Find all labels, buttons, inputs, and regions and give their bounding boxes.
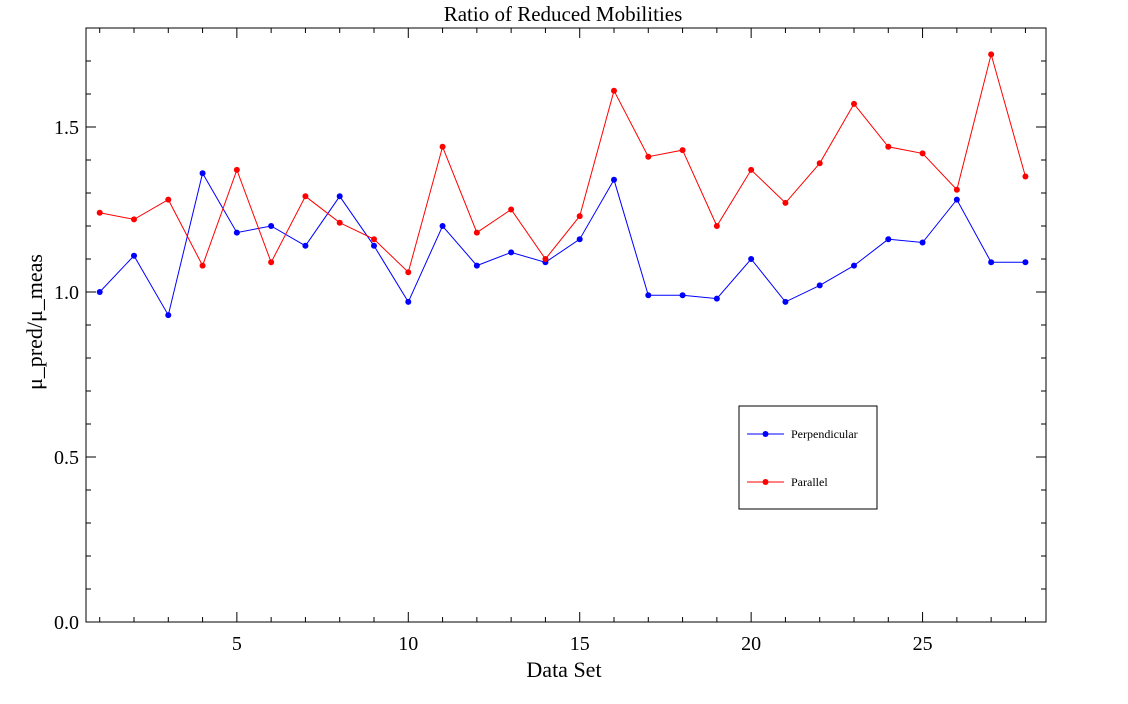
data-point-parallel: [165, 196, 172, 203]
x-tick-label: 5: [232, 633, 242, 655]
legend-label-perpendicular: Perpendicular: [791, 427, 858, 441]
y-axis-title: μ_pred/μ_meas: [22, 254, 47, 390]
legend: Perpendicular Parallel: [738, 405, 878, 510]
y-tick-label: 1.5: [54, 117, 79, 139]
legend-box: [738, 405, 878, 510]
data-point-parallel: [953, 186, 960, 193]
data-point-perpendicular: [302, 242, 309, 249]
data-point-perpendicular: [96, 289, 103, 295]
data-point-parallel: [268, 259, 275, 266]
data-point-perpendicular: [336, 193, 343, 200]
data-point-parallel: [611, 87, 617, 94]
data-point-parallel: [885, 143, 892, 150]
x-tick-label: 10: [398, 633, 418, 655]
data-point-parallel: [679, 147, 686, 154]
data-point-perpendicular: [439, 223, 446, 229]
axis-tick-labels: 5 10 15 20 25 0.0 0.5 1.0 1.5: [54, 117, 933, 655]
data-point-perpendicular: [919, 239, 926, 246]
data-point-parallel: [405, 269, 412, 276]
data-point-parallel: [782, 199, 789, 206]
series-line-parallel: [99, 52, 1026, 274]
data-point-parallel: [919, 150, 926, 157]
x-tick-label: 25: [913, 633, 933, 655]
x-tick-label: 20: [741, 633, 761, 655]
plot-frame: [85, 27, 1047, 623]
data-point-perpendicular: [1022, 259, 1029, 266]
legend-label-parallel: Parallel: [791, 475, 828, 489]
data-point-parallel: [302, 193, 309, 200]
data-point-perpendicular: [713, 295, 720, 302]
legend-marker-parallel: [762, 479, 769, 485]
data-point-perpendicular: [645, 292, 652, 299]
data-point-parallel: [816, 160, 823, 167]
y-tick-label: 0.5: [54, 447, 79, 469]
data-point-perpendicular: [611, 176, 617, 183]
data-point-parallel: [1022, 173, 1029, 180]
series-line-perpendicular: [99, 171, 1026, 317]
series-group: [96, 51, 1029, 319]
data-point-perpendicular: [473, 262, 480, 269]
chart-title: Ratio of Reduced Mobilities: [444, 2, 683, 26]
data-point-perpendicular: [268, 223, 275, 229]
data-point-parallel: [748, 166, 755, 173]
y-tick-label: 1.0: [54, 282, 79, 304]
y-tick-label: 0.0: [54, 612, 79, 634]
x-axis-title: Data Set: [526, 657, 601, 682]
data-point-perpendicular: [953, 196, 960, 203]
data-point-perpendicular: [371, 242, 377, 249]
data-point-perpendicular: [508, 249, 515, 256]
data-point-parallel: [199, 262, 206, 269]
legend-marker-perpendicular: [762, 431, 769, 437]
data-point-perpendicular: [748, 256, 755, 262]
data-point-parallel: [131, 216, 137, 223]
data-point-parallel: [439, 143, 446, 150]
data-point-parallel: [851, 100, 857, 107]
data-point-parallel: [473, 229, 480, 236]
data-point-perpendicular: [405, 298, 412, 305]
data-point-perpendicular: [851, 262, 857, 269]
data-point-perpendicular: [988, 259, 995, 266]
data-point-parallel: [576, 213, 583, 220]
data-point-parallel: [508, 206, 515, 213]
data-point-perpendicular: [782, 298, 789, 305]
data-point-parallel: [645, 153, 652, 160]
data-point-parallel: [233, 166, 240, 173]
data-point-perpendicular: [131, 252, 137, 259]
data-point-perpendicular: [165, 312, 172, 319]
data-point-perpendicular: [233, 229, 240, 236]
data-point-parallel: [336, 219, 343, 226]
data-point-parallel: [542, 256, 549, 262]
data-point-parallel: [713, 223, 720, 229]
data-point-perpendicular: [199, 170, 206, 177]
data-point-perpendicular: [885, 236, 892, 243]
data-point-parallel: [96, 209, 103, 216]
data-point-perpendicular: [816, 282, 823, 289]
data-point-perpendicular: [576, 236, 583, 243]
data-point-perpendicular: [679, 292, 686, 299]
axis-ticks: [86, 27, 1046, 623]
data-point-parallel: [371, 236, 377, 243]
data-point-parallel: [988, 51, 995, 58]
x-tick-label: 15: [570, 633, 590, 655]
